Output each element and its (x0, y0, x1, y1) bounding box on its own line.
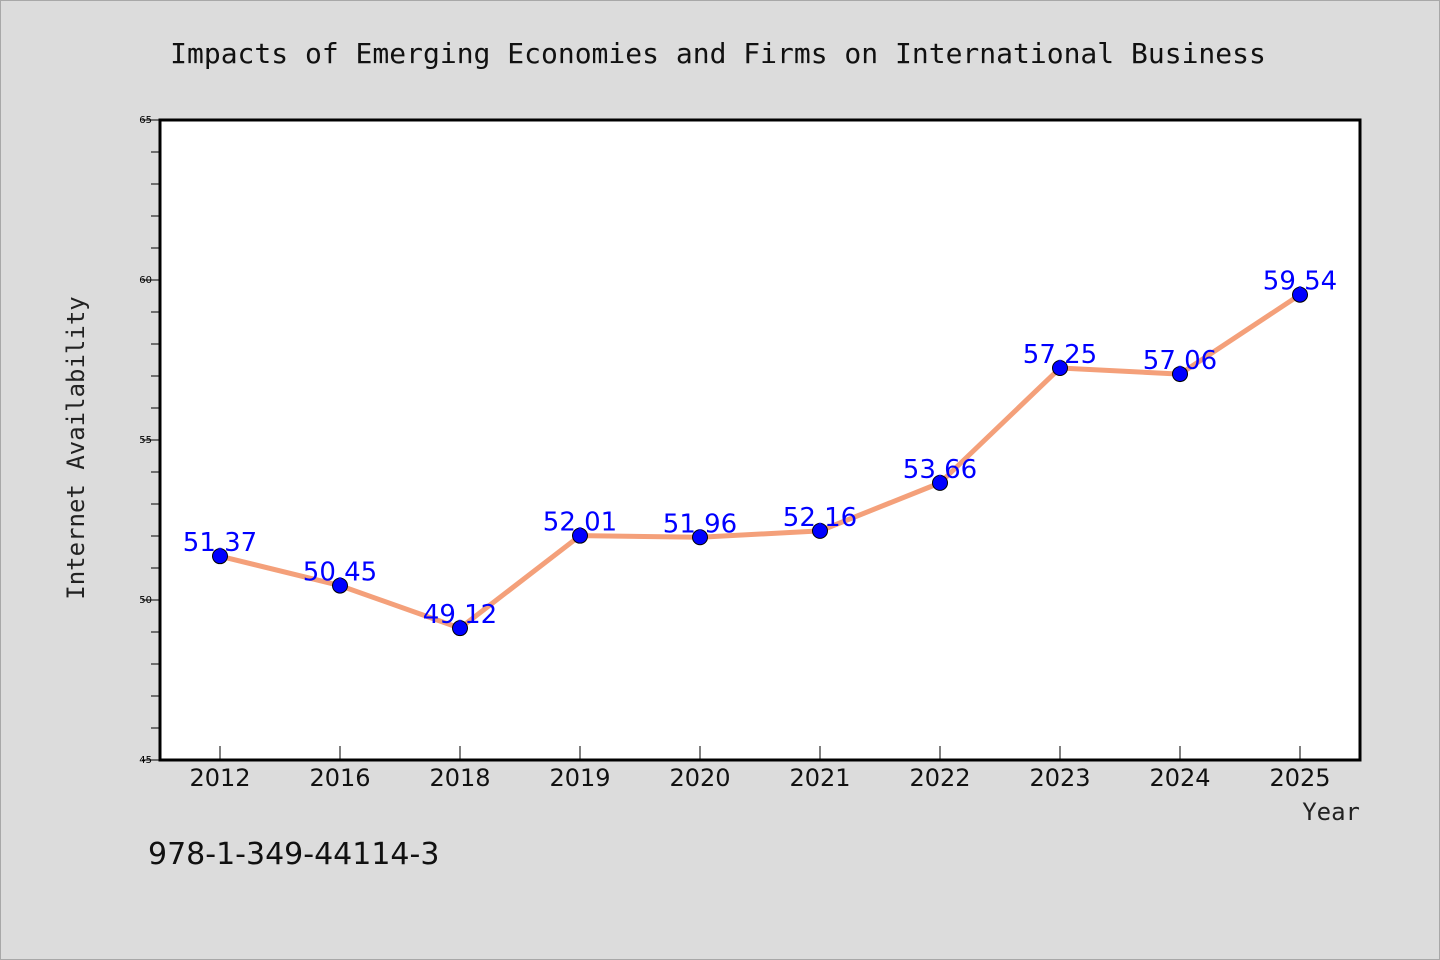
y-axis-label: Internet Availability (62, 296, 90, 599)
x-axis-label: Year (1302, 798, 1360, 826)
isbn-text: 978-1-349-44114-3 (148, 837, 439, 872)
x-tick-label: 2016 (309, 764, 370, 792)
data-label: 52.16 (783, 503, 857, 533)
data-points (212, 286, 1308, 637)
data-label: 50.45 (303, 558, 377, 588)
data-point (1172, 366, 1188, 383)
x-tick-label: 2024 (1149, 764, 1210, 792)
x-tick-label: 2018 (429, 764, 490, 792)
plot-area (158, 118, 1362, 762)
series-line (217, 292, 1303, 631)
data-label: 51.37 (183, 528, 257, 558)
data-point (332, 577, 348, 594)
y-tick-label: 55 (139, 435, 152, 446)
y-tick-label: 50 (139, 595, 152, 606)
data-labels: 51.37 50.45 49.12 52.01 51.96 52.16 53.66 57.25… (183, 267, 1337, 630)
data-point (1292, 286, 1308, 303)
x-tick-label: 2023 (1029, 764, 1090, 792)
data-label: 59.54 (1263, 267, 1337, 297)
x-tick-label: 2022 (909, 764, 970, 792)
x-tick-label: 2012 (189, 764, 250, 792)
data-point (452, 620, 468, 637)
x-tick-label: 2021 (789, 764, 850, 792)
x-tick-label: 2019 (549, 764, 610, 792)
data-point (932, 474, 948, 491)
y-tick-label: 60 (139, 275, 152, 286)
x-tick-label: 2020 (669, 764, 730, 792)
y-axis-ticks: 45 50 55 60 65 (139, 115, 160, 766)
data-label: 51.96 (663, 509, 737, 539)
data-point (692, 529, 708, 546)
y-tick-label: 65 (139, 115, 152, 126)
x-axis-ticks: 2012 2016 2018 2019 2020 2021 2022 2023 2024 2025 (189, 746, 1331, 792)
data-point (572, 527, 588, 544)
y-tick-label: 45 (139, 755, 152, 766)
data-label: 57.06 (1143, 346, 1217, 376)
data-point (812, 522, 828, 539)
data-label: 57.25 (1023, 340, 1097, 370)
x-tick-label: 2025 (1269, 764, 1330, 792)
data-point (1052, 360, 1068, 376)
series-line-group (217, 292, 1303, 631)
data-label: 52.01 (543, 508, 617, 538)
chart-title: Impacts of Emerging Economies and Firms … (170, 37, 1266, 70)
data-point (212, 548, 228, 565)
data-label: 49.12 (423, 600, 497, 630)
data-label: 53.66 (903, 455, 977, 485)
